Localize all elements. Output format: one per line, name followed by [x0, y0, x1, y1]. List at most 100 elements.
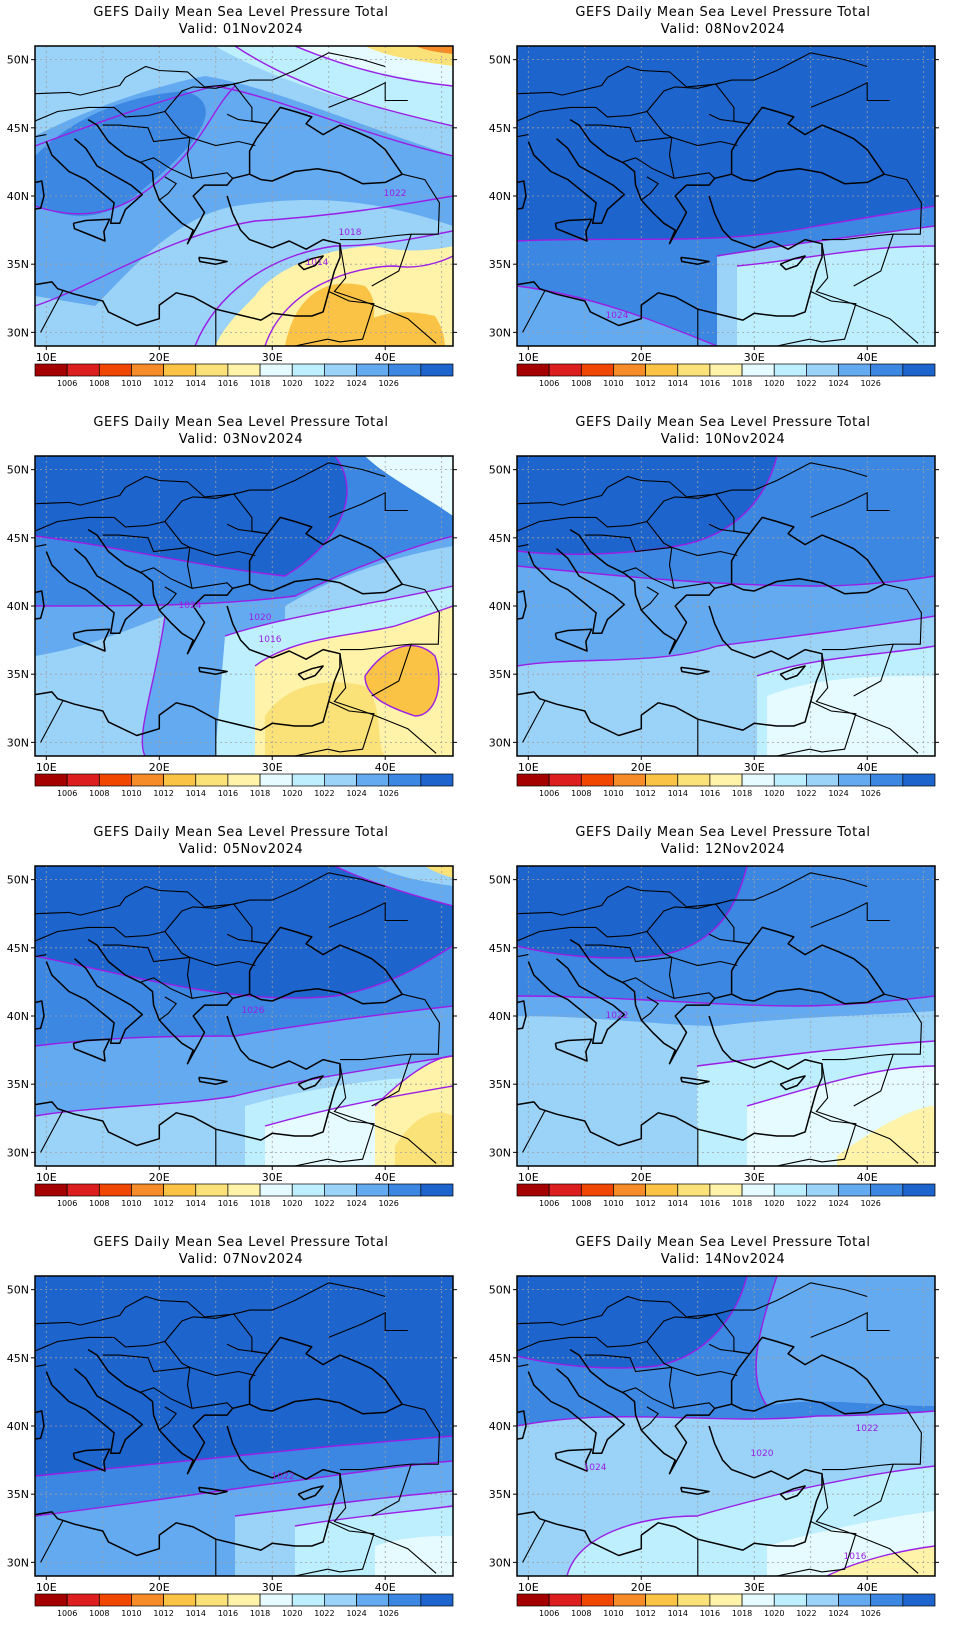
- lat-tick-label: 40N: [489, 1010, 511, 1023]
- colorbar-cell: [195, 1183, 229, 1197]
- colorbar-label: 1006: [57, 379, 77, 388]
- lat-tick-label: 40N: [7, 600, 29, 613]
- lon-tick-label: 40E: [857, 1171, 878, 1184]
- lon-tick-label: 10E: [518, 761, 539, 774]
- pressure-band: [375, 866, 453, 886]
- colorbar-cell: [66, 363, 100, 377]
- colorbar-label: 1016: [218, 1199, 238, 1208]
- isobar-label: 1022: [384, 189, 407, 199]
- colorbar-label: 1014: [186, 379, 206, 388]
- pressure-band: [345, 312, 445, 346]
- isobar-label: 1024: [606, 311, 629, 321]
- colorbar-label: 1012: [635, 1609, 655, 1618]
- lat-tick-label: 45N: [7, 942, 29, 955]
- country-borders: [517, 1282, 922, 1576]
- colorbar-cell: [356, 773, 390, 787]
- colorbar-label: 1010: [121, 1199, 141, 1208]
- isobar-line: [736, 245, 935, 267]
- colorbar-cell: [677, 1593, 711, 1607]
- colorbar-label: 1022: [314, 379, 334, 388]
- isobar-line: [334, 866, 453, 907]
- isobars: [35, 46, 453, 346]
- colorbar-label: 1018: [250, 1609, 270, 1618]
- lat-tick-label: 30N: [489, 326, 511, 339]
- pressure-band: [837, 1106, 935, 1166]
- lat-tick-label: 35N: [7, 668, 29, 681]
- lon-tick-label: 40E: [375, 351, 396, 364]
- map-panel: GEFS Daily Mean Sea Level Pressure Total…: [0, 0, 482, 410]
- colorbar-label: 1026: [379, 1609, 399, 1618]
- colorbar-cell: [741, 363, 775, 377]
- isobar-line: [716, 225, 935, 257]
- map-panel: GEFS Daily Mean Sea Level Pressure Total…: [482, 0, 964, 410]
- colorbar-label: 1008: [89, 379, 109, 388]
- isobar-label: 1024: [179, 601, 202, 611]
- pressure-band: [375, 1536, 453, 1576]
- pressure-fill: [517, 866, 935, 1166]
- colorbar-label: 1010: [603, 1609, 623, 1618]
- colorbar-cell: [291, 1593, 325, 1607]
- pressure-map: 1024 1022 1020 1016 50N 45N 40N 35N 30N 10E 20E 30E…: [489, 1275, 939, 1618]
- colorbar-cell: [613, 1593, 646, 1607]
- colorbar: 1006 1008 1010 1012 1014 1016 1018 1020 1022 1024…: [34, 363, 454, 388]
- lat-tick-label: 40N: [489, 1420, 511, 1433]
- map-panel: GEFS Daily Mean Sea Level Pressure Total…: [0, 820, 482, 1230]
- isobar-line: [294, 46, 453, 87]
- colorbar-cell: [516, 1183, 550, 1197]
- lat-tick-label: 30N: [7, 326, 29, 339]
- colorbar-label: 1010: [121, 1609, 141, 1618]
- colorbar-cell: [259, 773, 293, 787]
- pressure-band: [365, 46, 453, 66]
- colorbar-cell: [388, 1593, 422, 1607]
- pressure-band: [365, 645, 439, 716]
- colorbar-cell: [98, 1183, 132, 1197]
- colorbar-cell: [34, 1183, 68, 1197]
- colorbar-label: 1012: [635, 1199, 655, 1208]
- isobar-label: 1024: [584, 1463, 607, 1473]
- colorbar-label: 1014: [186, 1609, 206, 1618]
- lat-tick-label: 30N: [489, 1146, 511, 1159]
- coastlines: [517, 106, 935, 327]
- isobar-label: 1022: [606, 1011, 629, 1021]
- lat-tick-label: 50N: [489, 54, 511, 67]
- isobar-line: [234, 46, 453, 127]
- colorbar-cell: [806, 773, 839, 787]
- coastlines: [517, 516, 935, 737]
- colorbar-cell: [66, 773, 100, 787]
- colorbar-cell: [870, 1593, 904, 1607]
- colorbar-cell: [356, 1593, 390, 1607]
- colorbar-cell: [388, 773, 422, 787]
- colorbar-label: 1016: [218, 379, 238, 388]
- lon-tick-label: 20E: [631, 1171, 652, 1184]
- isobar-line: [35, 1460, 453, 1517]
- colorbar-label: 1018: [250, 789, 270, 798]
- colorbar-label: 1010: [121, 379, 141, 388]
- lon-tick-label: 20E: [631, 351, 652, 364]
- pressure-band: [395, 1112, 453, 1166]
- colorbar-cell: [131, 1593, 164, 1607]
- country-borders: [35, 1282, 440, 1576]
- colorbar-cell: [420, 1593, 454, 1607]
- colorbar-cell: [838, 1183, 872, 1197]
- colorbar-cell: [291, 773, 325, 787]
- isobar-line: [517, 565, 935, 587]
- lat-tick-label: 30N: [489, 736, 511, 749]
- isobar-line: [234, 1490, 453, 1517]
- isobar-label: 1022: [856, 1424, 879, 1434]
- colorbar-label: 1016: [700, 789, 720, 798]
- colorbar-label: 1012: [153, 1199, 173, 1208]
- colorbar-cell: [195, 1593, 229, 1607]
- colorbar-label: 1010: [603, 789, 623, 798]
- country-borders: [35, 462, 440, 756]
- colorbar-label: 1008: [89, 1199, 109, 1208]
- colorbar-cell: [613, 773, 646, 787]
- panel-valid-date: Valid: 01Nov2024: [178, 22, 304, 37]
- colorbar-label: 1014: [186, 1199, 206, 1208]
- lat-tick-label: 35N: [489, 1078, 511, 1091]
- colorbar-cell: [163, 1183, 197, 1197]
- lat-tick-label: 45N: [7, 1352, 29, 1365]
- lon-tick-label: 40E: [375, 761, 396, 774]
- colorbar-label: 1026: [379, 379, 399, 388]
- colorbar-label: 1020: [764, 379, 784, 388]
